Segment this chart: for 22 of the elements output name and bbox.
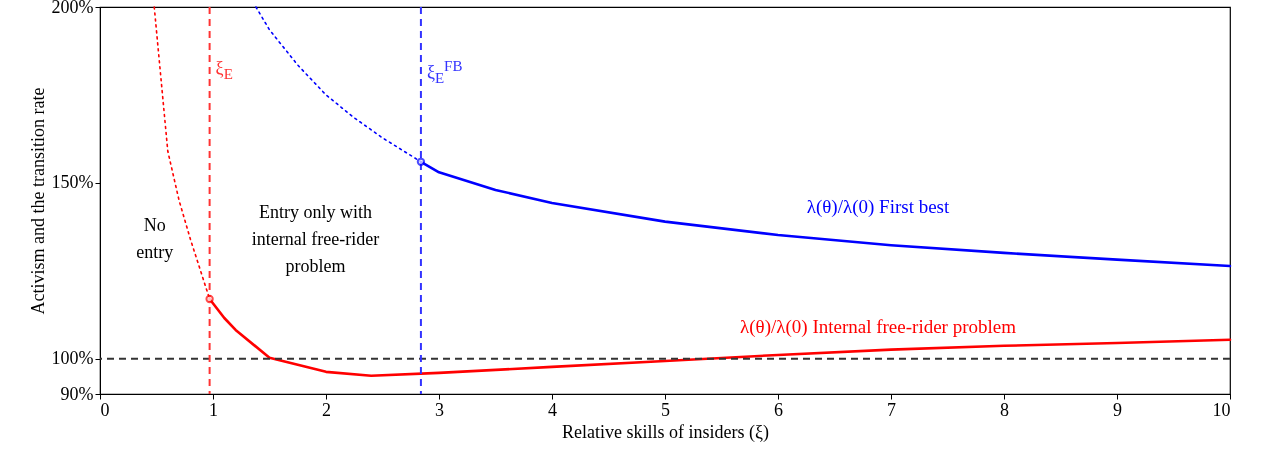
x-tick-label: 8 xyxy=(1000,399,1009,420)
x-tick-label: 5 xyxy=(661,399,670,420)
y-tick-label: 90% xyxy=(60,383,94,404)
y-tick-label: 100% xyxy=(51,348,94,369)
y-axis-title: Activism and the transition rate xyxy=(27,87,48,315)
x-tick-label: 3 xyxy=(435,399,444,420)
x-axis-title: Relative skills of insiders (ξ) xyxy=(562,421,769,443)
x-tick-label: 10 xyxy=(1212,399,1231,420)
x-tick-label: 0 xyxy=(100,399,110,420)
annotation: Entry only with internal free-rider problem xyxy=(251,200,380,278)
x-tick-label: 4 xyxy=(548,399,557,420)
series-label: λ(θ)/λ(0) First best xyxy=(806,195,950,218)
ref-line-label: ξ$_{E}$ xyxy=(215,57,233,84)
y-tick-label: 150% xyxy=(51,172,94,193)
x-tick-label: 2 xyxy=(322,399,331,420)
x-tick-label: 1 xyxy=(209,399,218,420)
y-tick-label: 200% xyxy=(51,0,94,17)
annotation: No entry xyxy=(136,214,174,265)
x-tick-label: 9 xyxy=(1113,399,1122,420)
x-tick-label: 7 xyxy=(887,399,896,420)
x-tick-label: 6 xyxy=(774,399,783,420)
series-label: λ(θ)/λ(0) Internal free-rider problem xyxy=(740,315,1017,338)
